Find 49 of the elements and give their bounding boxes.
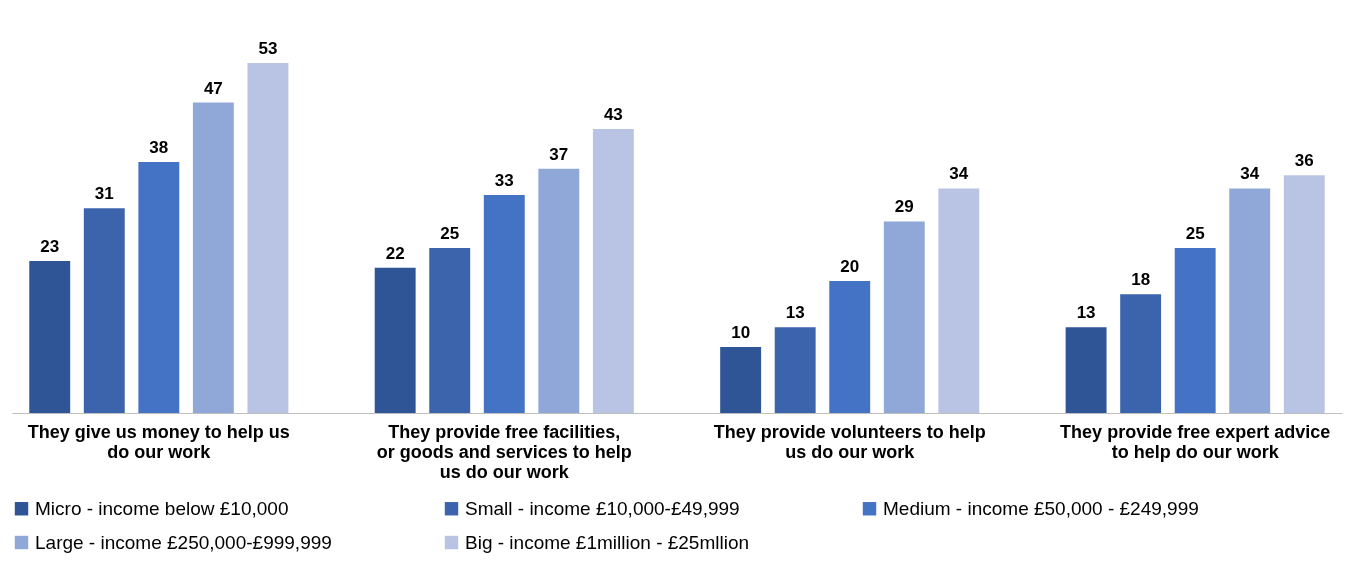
data-label: 36 bbox=[1294, 151, 1314, 171]
bar bbox=[1229, 188, 1271, 413]
bar bbox=[938, 188, 980, 413]
legend-label: Big - income £1million - £25mllion bbox=[465, 531, 750, 553]
data-label: 34 bbox=[1240, 164, 1260, 184]
legend-label: Large - income £250,000-£999,999 bbox=[35, 531, 332, 553]
data-label: 25 bbox=[1185, 223, 1205, 243]
bar bbox=[538, 168, 580, 413]
bar bbox=[138, 162, 180, 413]
data-label: 34 bbox=[949, 164, 969, 184]
bar bbox=[883, 221, 925, 413]
bar bbox=[829, 280, 871, 413]
bar bbox=[1065, 327, 1107, 413]
data-label: 29 bbox=[894, 197, 914, 217]
bar bbox=[429, 247, 471, 413]
data-label: 37 bbox=[549, 144, 569, 164]
bar bbox=[1174, 247, 1216, 413]
data-label: 31 bbox=[94, 184, 114, 204]
data-label: 43 bbox=[603, 105, 623, 125]
bar bbox=[774, 327, 816, 413]
bar bbox=[592, 129, 634, 413]
x-tick-label: They provide free facilities, or goods and services to help us do our work bbox=[376, 421, 632, 482]
data-label: 10 bbox=[731, 322, 751, 342]
data-label: 23 bbox=[40, 237, 60, 257]
bar bbox=[29, 261, 71, 413]
legend-label: Medium - income £50,000 - £249,999 bbox=[883, 497, 1199, 519]
data-label: 18 bbox=[1131, 270, 1151, 290]
data-label: 13 bbox=[785, 303, 805, 323]
data-label: 53 bbox=[258, 39, 278, 58]
bar bbox=[1283, 175, 1325, 413]
bar bbox=[1120, 294, 1162, 413]
data-label: 13 bbox=[1076, 303, 1096, 323]
legend-label: Small - income £10,000-£49,999 bbox=[465, 497, 740, 519]
bar bbox=[483, 195, 525, 413]
data-label: 22 bbox=[385, 243, 405, 263]
bar bbox=[720, 346, 762, 413]
x-tick-label: They provide free expert advice to help do our work bbox=[1060, 421, 1331, 462]
data-label: 25 bbox=[440, 223, 460, 243]
data-label: 38 bbox=[149, 138, 169, 158]
bar bbox=[83, 208, 125, 413]
legend-label: Micro - income below £10,000 bbox=[35, 497, 289, 519]
data-label: 47 bbox=[203, 78, 223, 98]
x-tick-label: They give us money to help us do our work bbox=[27, 421, 290, 462]
data-label: 20 bbox=[840, 256, 860, 276]
bar bbox=[374, 267, 416, 413]
data-label: 33 bbox=[494, 171, 514, 191]
bar bbox=[192, 102, 234, 413]
x-tick-label: They provide volunteers to help us do our work bbox=[713, 421, 986, 462]
bar bbox=[247, 63, 289, 413]
